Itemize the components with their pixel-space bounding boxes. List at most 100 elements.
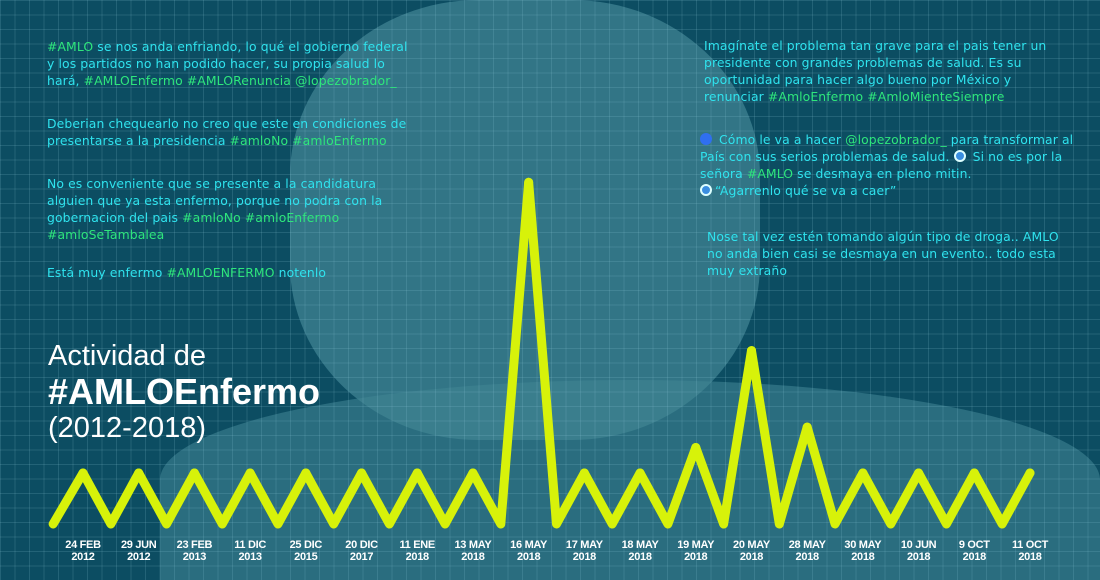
x-tick-label: 11 DIC 2013 — [215, 539, 285, 563]
tick-year: 2018 — [906, 551, 931, 563]
tick-year: 2018 — [628, 551, 652, 563]
tick-date: 9 OCT — [958, 539, 990, 551]
hashtag: #AMLOENFERMO — [166, 265, 275, 280]
tick-date: 24 FEB — [65, 539, 101, 551]
data-point — [858, 468, 868, 478]
tweet-text: No es conveniente que se presente a la c… — [47, 176, 383, 225]
tick-date: 20 MAY — [733, 539, 770, 551]
x-tick-label: 16 MAY 2018 — [494, 539, 564, 563]
tick-year: 2018 — [572, 551, 597, 563]
x-tick-label: 23 FEB 2013 — [159, 539, 229, 563]
tweet-text: Si no es por la señora — [700, 149, 1063, 181]
title-years: (2012-2018) — [48, 412, 206, 444]
tick-date: 16 MAY — [510, 539, 548, 551]
data-point — [746, 346, 756, 356]
data-point — [78, 468, 88, 478]
title-hashtag: #AMLOEnfermo — [48, 371, 321, 412]
data-point — [301, 468, 311, 478]
hashtag: #amloNo #amloEnfermo — [229, 133, 387, 148]
tick-date: 11 OCT — [1011, 539, 1049, 551]
tweet-text: notenlo — [274, 265, 327, 280]
data-point — [579, 468, 589, 478]
data-point — [245, 468, 255, 478]
tick-year: 2017 — [349, 551, 374, 563]
hashtag: #AmloEnfermo #AmloMienteSiempre — [767, 89, 1005, 104]
x-tick-label: 20 MAY 2018 — [716, 539, 786, 563]
tick-year: 2013 — [182, 551, 207, 563]
tick-year: 2018 — [851, 551, 875, 563]
data-point — [468, 468, 478, 478]
data-point — [189, 468, 199, 478]
x-tick-label: 9 OCT 2018 — [939, 539, 1009, 563]
portrait-shoulders — [160, 380, 1100, 580]
tweet-text: Está muy enfermo — [47, 265, 167, 280]
tick-year: 2018 — [517, 551, 541, 563]
data-point — [691, 443, 701, 452]
tweet-5: Imagínate el problema tan grave para el … — [704, 37, 1049, 105]
data-point — [1025, 468, 1035, 478]
hashtag: #AMLOEnfermo #AMLORenuncia @lopezobrador… — [83, 73, 397, 88]
x-tick-label: 10 JUN 2018 — [884, 539, 954, 563]
tick-year: 2012 — [71, 551, 95, 563]
tweet-text: se desmaya en pleno mitin. — [793, 166, 972, 181]
tick-year: 2015 — [294, 551, 318, 563]
x-tick-label: 20 DIC 2017 — [327, 539, 397, 563]
tick-year: 2018 — [1018, 551, 1042, 563]
data-point — [134, 468, 144, 478]
data-point — [412, 468, 422, 478]
tick-date: 11 DIC — [234, 539, 267, 551]
x-tick-label: 29 JUN 2012 — [104, 539, 174, 563]
x-tick-label: 11 ENE 2018 — [382, 539, 452, 563]
tick-year: 2018 — [684, 551, 708, 563]
tweet-2: Deberian chequearlo no creo que este en … — [47, 115, 417, 149]
x-tick-label: 17 MAY 2018 — [549, 539, 619, 563]
data-point — [524, 177, 534, 187]
tick-year: 2018 — [962, 551, 987, 563]
hashtag: #AMLO — [47, 39, 94, 54]
tick-year: 2012 — [127, 551, 151, 563]
tick-date: 29 JUN — [120, 539, 157, 551]
title-line: Actividad de — [48, 340, 206, 372]
tweet-text: Deberian chequearlo no creo que este en … — [47, 116, 407, 148]
tick-year: 2018 — [461, 551, 485, 563]
tweet-3: No es conveniente que se presente a la c… — [47, 175, 392, 243]
tick-date: 19 MAY — [677, 539, 715, 551]
tick-year: 2013 — [238, 551, 262, 563]
x-tick-label: 18 MAY 2018 — [605, 539, 675, 563]
tick-date: 10 JUN — [900, 539, 937, 551]
tweet-text: “Agarrenlo qué se va a caer” — [715, 183, 897, 198]
x-tick-label: 11 OCT 2018 — [995, 539, 1065, 563]
data-point — [635, 468, 645, 478]
tweet-1: #AMLO se nos anda enfriando, lo qué el g… — [47, 38, 417, 89]
tick-year: 2018 — [739, 551, 764, 563]
x-tick-label: 28 MAY 2018 — [772, 539, 842, 563]
tweet-7: Nose tal vez estén tomando algún tipo de… — [707, 228, 1062, 279]
data-point — [969, 468, 979, 478]
tick-date: 18 MAY — [621, 539, 659, 551]
tick-date: 13 MAY — [454, 539, 492, 551]
tweet-text: se nos anda enfriando, lo qué el gobiern… — [47, 39, 408, 88]
chart-title: Actividad de #AMLOEnfermo (2012-2018) — [48, 340, 320, 444]
hashtag: #amloNo #amloEnfermo #amloSeTambalea — [47, 210, 340, 242]
tick-date: 11 ENE — [399, 539, 435, 551]
data-point — [914, 468, 924, 478]
tick-date: 30 MAY — [844, 539, 882, 551]
x-tick-label: 25 DIC 2015 — [271, 539, 341, 563]
tick-date: 20 DIC — [345, 539, 378, 551]
tweet-6: Cómo le va a hacer @lopezobrador_ para t… — [700, 131, 1075, 199]
cycle-emoji-icon — [700, 184, 712, 196]
hashtag: @lopezobrador_ — [845, 132, 947, 147]
tick-date: 25 DIC — [289, 539, 323, 551]
tweet-text: Nose tal vez estén tomando algún tipo de… — [707, 229, 1059, 278]
tick-date: 17 MAY — [565, 539, 603, 551]
tick-year: 2018 — [405, 551, 430, 563]
tweet-text: Imagínate el problema tan grave para el … — [704, 38, 1047, 104]
tweet-text: Cómo le va a hacer — [715, 132, 846, 147]
x-tick-label: 19 MAY 2018 — [661, 539, 731, 563]
tick-year: 2018 — [795, 551, 820, 563]
hashtag: #AMLO — [746, 166, 794, 181]
cycle-emoji-icon — [953, 150, 966, 162]
data-point — [802, 422, 812, 432]
